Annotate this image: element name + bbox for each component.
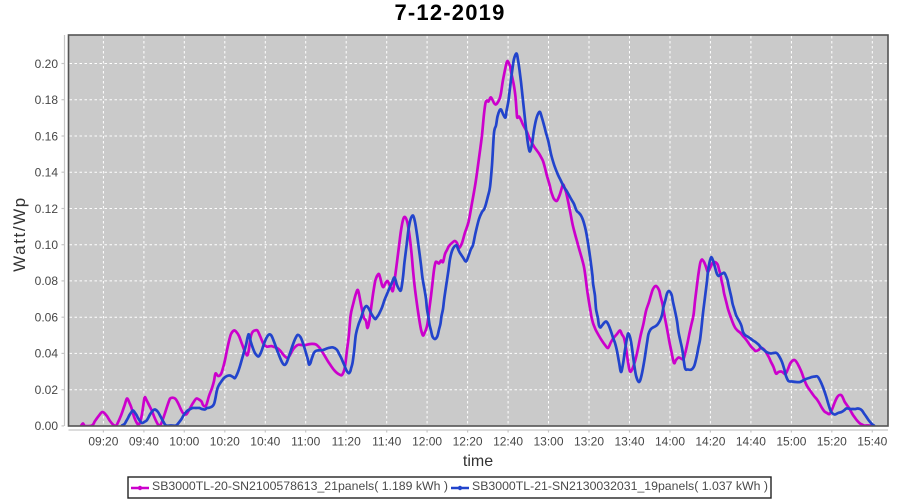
- svg-text:0.02: 0.02: [35, 383, 59, 397]
- svg-text:14:00: 14:00: [655, 434, 685, 448]
- svg-text:0.04: 0.04: [35, 347, 59, 361]
- svg-text:10:00: 10:00: [169, 434, 199, 448]
- svg-text:11:20: 11:20: [332, 434, 361, 448]
- svg-text:15:00: 15:00: [776, 434, 806, 448]
- svg-text:13:20: 13:20: [574, 434, 604, 448]
- svg-text:09:40: 09:40: [129, 434, 159, 448]
- svg-text:Watt/Wp: Watt/Wp: [10, 196, 29, 272]
- svg-text:0.20: 0.20: [35, 57, 59, 71]
- svg-text:10:20: 10:20: [210, 434, 240, 448]
- svg-text:time: time: [463, 453, 493, 470]
- svg-text:12:20: 12:20: [453, 434, 483, 448]
- svg-text:09:20: 09:20: [88, 434, 118, 448]
- svg-text:10:40: 10:40: [250, 434, 280, 448]
- svg-text:12:40: 12:40: [493, 434, 523, 448]
- svg-text:0.14: 0.14: [35, 166, 59, 180]
- svg-text:13:40: 13:40: [614, 434, 644, 448]
- svg-text:13:00: 13:00: [533, 434, 563, 448]
- svg-text:0.10: 0.10: [35, 238, 59, 252]
- svg-text:11:00: 11:00: [291, 434, 320, 448]
- svg-text:15:40: 15:40: [857, 434, 887, 448]
- svg-text:0.06: 0.06: [35, 311, 59, 325]
- svg-text:15:20: 15:20: [817, 434, 847, 448]
- svg-text:0.00: 0.00: [35, 419, 59, 433]
- svg-text:0.12: 0.12: [35, 202, 59, 216]
- svg-text:12:00: 12:00: [412, 434, 442, 448]
- svg-text:7-12-2019: 7-12-2019: [394, 0, 505, 25]
- svg-text:SB3000TL-21-SN2130032031_19pan: SB3000TL-21-SN2130032031_19panels( 1.037…: [472, 479, 768, 493]
- svg-text:0.18: 0.18: [35, 93, 59, 107]
- svg-text:SB3000TL-20-SN2100578613_21pan: SB3000TL-20-SN2100578613_21panels( 1.189…: [152, 479, 448, 493]
- svg-text:14:40: 14:40: [736, 434, 766, 448]
- svg-text:11:40: 11:40: [372, 434, 401, 448]
- svg-text:0.16: 0.16: [35, 129, 59, 143]
- svg-text:0.08: 0.08: [35, 274, 59, 288]
- svg-text:14:20: 14:20: [695, 434, 725, 448]
